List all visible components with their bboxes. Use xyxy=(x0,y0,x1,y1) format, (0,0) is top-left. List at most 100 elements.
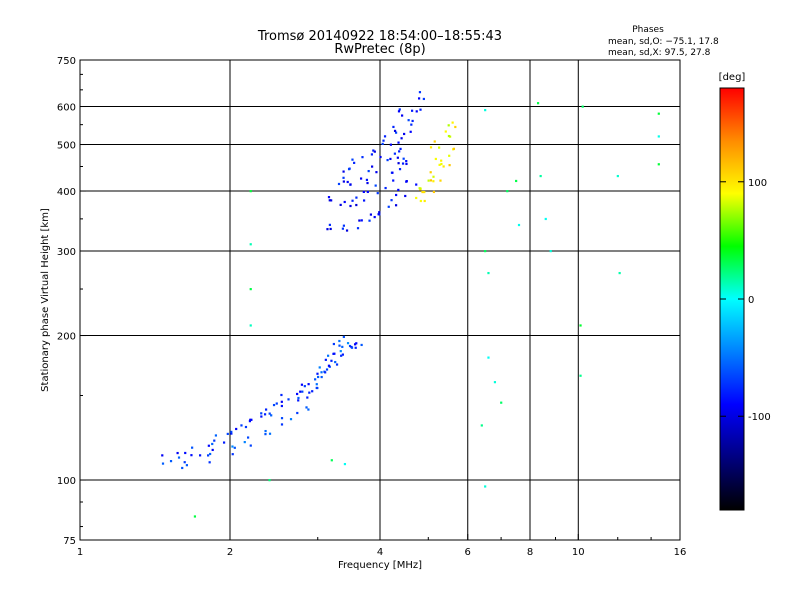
data-point xyxy=(303,385,306,388)
phases-title: Phases xyxy=(632,25,664,35)
data-point xyxy=(337,182,341,186)
data-point xyxy=(506,190,509,193)
data-point xyxy=(399,147,402,151)
colorbar-label: [deg] xyxy=(719,72,746,83)
y-tick-label: 200 xyxy=(57,332,76,343)
data-point xyxy=(230,430,233,433)
colorbar-ticks: 100 0 -100 xyxy=(720,178,771,423)
data-point xyxy=(360,343,363,347)
data-point xyxy=(287,398,290,401)
data-point xyxy=(264,433,267,436)
data-point xyxy=(359,177,363,180)
data-point xyxy=(351,158,354,161)
data-point xyxy=(452,147,456,150)
data-point xyxy=(657,112,660,115)
data-point xyxy=(193,515,197,518)
data-point xyxy=(333,352,336,355)
data-point xyxy=(249,418,252,421)
data-point xyxy=(177,456,181,459)
data-point xyxy=(354,346,357,349)
data-point xyxy=(351,199,354,202)
data-point xyxy=(326,228,329,231)
data-point xyxy=(338,344,341,347)
data-point xyxy=(397,110,401,113)
data-point xyxy=(394,204,398,207)
data-point xyxy=(318,366,321,369)
data-point xyxy=(338,339,341,343)
data-point xyxy=(378,211,381,214)
data-point xyxy=(376,192,379,195)
data-point xyxy=(268,479,271,482)
data-point xyxy=(339,350,342,353)
data-point xyxy=(353,161,356,164)
data-point xyxy=(362,199,366,202)
colorbar-tick-label: 0 xyxy=(748,295,754,306)
data-point xyxy=(207,454,210,457)
grid-lines xyxy=(80,60,680,540)
data-point xyxy=(392,125,395,129)
data-point xyxy=(368,219,371,222)
data-point xyxy=(345,229,349,232)
data-point xyxy=(487,271,490,275)
data-point xyxy=(405,180,408,183)
data-point xyxy=(536,102,540,105)
data-point xyxy=(280,423,284,426)
data-point xyxy=(297,399,300,402)
y-tick-label: 500 xyxy=(57,141,76,152)
data-point xyxy=(373,215,376,219)
data-point xyxy=(211,448,214,452)
data-point xyxy=(493,381,497,384)
data-point xyxy=(415,196,418,200)
data-point xyxy=(415,110,418,113)
data-point xyxy=(231,445,234,448)
x-tick-label: 2 xyxy=(227,547,233,558)
data-point xyxy=(213,439,216,442)
data-point xyxy=(367,169,370,173)
data-point xyxy=(373,150,376,153)
data-point xyxy=(451,121,454,124)
data-point xyxy=(300,383,304,386)
data-point xyxy=(515,179,518,183)
data-point xyxy=(447,124,450,127)
data-point xyxy=(280,404,283,408)
data-point xyxy=(260,415,263,418)
data-point xyxy=(320,375,323,379)
data-point xyxy=(250,418,253,421)
data-point xyxy=(419,108,422,111)
data-point xyxy=(207,444,210,447)
chart-title: Tromsø 20140922 18:54:00–18:55:43 xyxy=(257,29,502,44)
data-point xyxy=(320,371,323,374)
data-point xyxy=(356,227,360,230)
data-point xyxy=(448,135,452,138)
data-point xyxy=(346,180,349,184)
data-point xyxy=(418,91,422,94)
data-point xyxy=(343,200,346,204)
data-point xyxy=(398,150,401,153)
data-point xyxy=(361,156,364,159)
data-point xyxy=(395,193,398,197)
data-point xyxy=(355,196,358,199)
data-point xyxy=(249,288,252,291)
data-point xyxy=(410,109,414,112)
data-point xyxy=(393,129,397,132)
data-point xyxy=(379,155,382,159)
data-point xyxy=(342,170,345,173)
data-point xyxy=(330,199,333,202)
data-point xyxy=(448,164,451,167)
data-point xyxy=(353,343,357,346)
data-point xyxy=(383,135,387,138)
data-point xyxy=(440,162,443,166)
data-point xyxy=(330,459,333,462)
data-point xyxy=(342,335,345,339)
data-point xyxy=(327,196,331,199)
data-point xyxy=(190,454,193,457)
data-point xyxy=(208,461,211,464)
data-point xyxy=(618,271,621,275)
data-point xyxy=(249,324,252,327)
data-point xyxy=(391,171,394,174)
data-point xyxy=(268,432,272,435)
data-point xyxy=(243,441,246,444)
data-point xyxy=(657,163,660,166)
data-point xyxy=(387,205,390,208)
data-point xyxy=(374,184,377,187)
